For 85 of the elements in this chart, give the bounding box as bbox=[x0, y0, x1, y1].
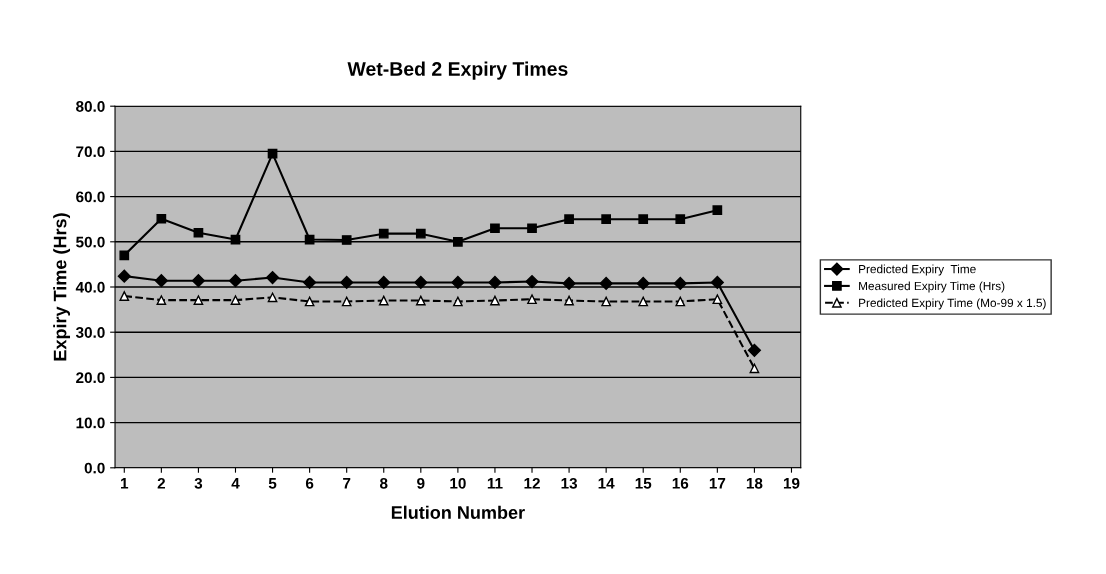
point bbox=[304, 296, 315, 307]
point bbox=[341, 296, 352, 307]
point bbox=[453, 236, 463, 247]
point bbox=[710, 275, 724, 290]
y-tick-label: 0.0 bbox=[84, 462, 105, 474]
point bbox=[564, 295, 574, 306]
point bbox=[193, 227, 204, 238]
x-tick-label: 13 bbox=[561, 477, 578, 489]
point bbox=[490, 295, 500, 306]
point bbox=[712, 294, 723, 305]
point bbox=[265, 270, 280, 285]
x-tick-label: 11 bbox=[487, 478, 503, 489]
point bbox=[527, 223, 537, 234]
point bbox=[638, 214, 649, 225]
point bbox=[267, 148, 278, 159]
y-tick-label: 40.0 bbox=[75, 281, 105, 293]
y-tick-label: 70.0 bbox=[76, 146, 105, 158]
point bbox=[749, 363, 760, 374]
point bbox=[675, 214, 686, 225]
x-tick-label: 7 bbox=[343, 478, 351, 489]
x-tick-label: 9 bbox=[417, 477, 425, 489]
point bbox=[193, 295, 204, 305]
point bbox=[415, 228, 426, 239]
point bbox=[154, 274, 168, 288]
x-tick-label: 18 bbox=[746, 477, 763, 489]
point bbox=[490, 223, 500, 234]
point bbox=[712, 205, 723, 216]
point bbox=[228, 274, 243, 288]
point bbox=[117, 269, 131, 283]
x-tick-label: 6 bbox=[305, 477, 314, 489]
x-tick-label: 12 bbox=[524, 477, 540, 489]
y-axis-title: Expiry Time (Hrs) bbox=[53, 213, 71, 361]
point bbox=[451, 275, 465, 290]
point bbox=[415, 295, 426, 306]
point bbox=[488, 275, 502, 290]
x-tick-label: 16 bbox=[672, 477, 689, 489]
point bbox=[267, 292, 278, 303]
x-tick-label: 5 bbox=[268, 478, 277, 489]
point bbox=[378, 295, 389, 306]
y-tick-label: 30.0 bbox=[75, 327, 105, 338]
x-tick-label: 1 bbox=[121, 478, 129, 489]
x-tick-label: 17 bbox=[709, 478, 726, 489]
point bbox=[377, 275, 391, 290]
x-tick-label: 19 bbox=[783, 477, 800, 489]
y-tick-label: 10.0 bbox=[76, 417, 105, 429]
point bbox=[453, 296, 463, 307]
legend-label: Predicted Expiry Time (Mo-99 x 1.5) bbox=[859, 298, 1046, 310]
point bbox=[119, 291, 130, 301]
point bbox=[638, 296, 649, 307]
y-tick-label: 50.0 bbox=[76, 236, 105, 248]
x-tick-label: 15 bbox=[635, 478, 652, 489]
x-tick-label: 4 bbox=[231, 478, 240, 489]
point bbox=[747, 343, 761, 357]
point bbox=[564, 214, 574, 225]
x-tick-label: 8 bbox=[379, 477, 388, 489]
point bbox=[378, 228, 389, 239]
y-tick-label: 60.0 bbox=[76, 191, 105, 203]
point bbox=[599, 276, 613, 290]
point bbox=[527, 294, 537, 305]
x-tick-label: 10 bbox=[450, 477, 466, 489]
x-tick-label: 14 bbox=[598, 478, 615, 489]
legend-label: Measured Expiry Time (Hrs) bbox=[859, 281, 1005, 293]
point bbox=[601, 296, 612, 307]
x-tick-label: 2 bbox=[157, 477, 165, 489]
point bbox=[191, 274, 206, 288]
x-axis-title: Elution Number bbox=[391, 505, 525, 519]
point bbox=[303, 275, 317, 290]
point bbox=[675, 296, 686, 307]
x-tick-label: 3 bbox=[194, 477, 203, 489]
y-tick-label: 20.0 bbox=[76, 372, 105, 384]
point bbox=[340, 275, 354, 290]
legend-label: Predicted Expiry Time bbox=[859, 264, 976, 276]
point bbox=[636, 276, 650, 290]
point bbox=[601, 214, 612, 225]
point bbox=[119, 250, 130, 261]
point bbox=[525, 274, 539, 289]
point bbox=[673, 276, 687, 290]
chart-title: Wet-Bed 2 Expiry Times bbox=[347, 61, 568, 80]
point bbox=[414, 275, 428, 290]
y-tick-label: 80.0 bbox=[76, 101, 105, 112]
point bbox=[562, 276, 576, 290]
point bbox=[156, 295, 167, 305]
point bbox=[156, 213, 167, 224]
point bbox=[341, 235, 352, 245]
point bbox=[230, 295, 241, 305]
